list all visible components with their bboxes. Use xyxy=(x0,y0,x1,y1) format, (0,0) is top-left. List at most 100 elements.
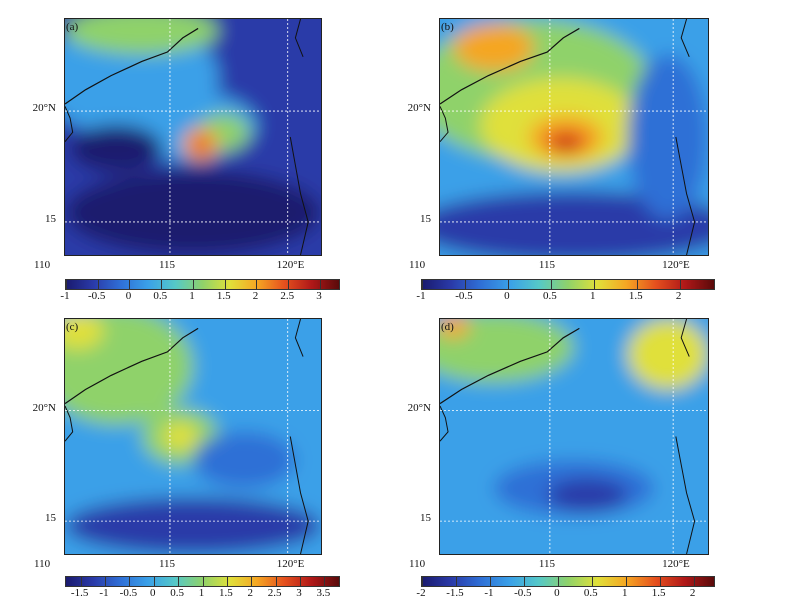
colorbar-tick-mark xyxy=(66,279,67,290)
colorbar-tick-label: 1.5 xyxy=(216,290,231,302)
lat-label: 20°N xyxy=(32,102,56,115)
lat-label: 15 xyxy=(420,212,431,225)
lon-label: 110 xyxy=(34,558,51,570)
colorbar-tick-label: 2 xyxy=(247,587,254,599)
colorbar-tick-mark xyxy=(324,576,326,587)
colorbar-tick-mark xyxy=(693,576,695,587)
colorbar-tick-mark xyxy=(422,279,423,290)
panel-label: (a) xyxy=(66,21,79,33)
lon-label: 115 xyxy=(158,558,176,570)
coastline xyxy=(440,327,580,405)
colorbar-tick-label: -0.5 xyxy=(514,587,532,599)
colorbar-tick-label: 2 xyxy=(675,290,682,302)
coastline xyxy=(65,327,199,405)
lat-label: 20°N xyxy=(407,102,431,115)
lat-label: 15 xyxy=(420,512,431,525)
colorbar-tick-mark xyxy=(489,576,491,587)
lon-label: 120°E xyxy=(662,558,690,570)
colorbar-tick-label: 1 xyxy=(590,290,596,302)
taiwan-coast xyxy=(294,19,304,57)
colorbar-tick-label: 1.5 xyxy=(628,290,643,302)
lon-label: 110 xyxy=(409,259,426,271)
lon-label: 115 xyxy=(538,558,555,570)
lon-label: 115 xyxy=(538,259,555,271)
colorbar-tick-label: 0.5 xyxy=(542,290,557,302)
colorbar-tick-label: 2.5 xyxy=(267,587,282,599)
taiwan-coast xyxy=(294,319,304,357)
field-contour xyxy=(70,125,163,173)
field-contour xyxy=(191,135,210,153)
field-contour xyxy=(65,319,104,350)
colorbar xyxy=(421,279,715,290)
luzon-coast xyxy=(289,136,309,255)
colorbar-tick-mark xyxy=(455,576,457,587)
colorbar-tick-label: -0.5 xyxy=(119,587,138,599)
colorbar-tick-label: 0 xyxy=(125,290,132,302)
colorbar-tick-label: -0.5 xyxy=(455,290,473,302)
hainan-coast xyxy=(440,106,449,143)
colorbar-tick-mark xyxy=(300,576,301,587)
colorbar-tick-mark xyxy=(153,576,155,587)
taiwan-coast xyxy=(680,19,690,57)
panel-label: (d) xyxy=(441,321,454,333)
colorbar-tick-mark xyxy=(275,576,277,587)
lat-label: 15 xyxy=(45,512,56,525)
coastline xyxy=(440,27,580,105)
field-contour xyxy=(65,319,193,425)
colorbar-tick-label: -2 xyxy=(416,587,426,599)
colorbar-tick-label: -1 xyxy=(484,587,494,599)
field-contour xyxy=(440,191,708,255)
colorbar-tick-label: 1 xyxy=(198,587,205,599)
field-contour xyxy=(627,54,708,220)
colorbar-tick-label: 0.5 xyxy=(170,587,184,599)
hainan-coast xyxy=(65,405,74,442)
colorbar-tick-mark xyxy=(557,576,559,587)
field-contour xyxy=(65,19,219,55)
colorbar-tick-label: 2 xyxy=(689,587,696,599)
colorbar-tick-mark xyxy=(97,279,99,290)
colorbar-tick-label: 1.5 xyxy=(219,587,233,599)
panel-label: (b) xyxy=(441,21,454,33)
field-contour xyxy=(627,319,708,390)
colorbar-tick-label: -1 xyxy=(60,290,70,302)
colorbar-tick-mark xyxy=(256,279,258,290)
hainan-coast xyxy=(65,106,74,143)
colorbar-tick-mark xyxy=(178,576,180,587)
panel-label: (c) xyxy=(66,321,79,333)
lon-label: 110 xyxy=(409,558,426,570)
field-map xyxy=(440,19,708,255)
colorbar-tick-mark xyxy=(659,576,661,587)
lat-label: 20°N xyxy=(407,401,431,414)
lat-label: 15 xyxy=(45,212,56,225)
colorbar-tick-label: 1.5 xyxy=(651,587,666,599)
colorbar-tick-mark xyxy=(625,576,627,587)
colorbar-tick-label: 3 xyxy=(316,290,322,302)
colorbar-tick-mark xyxy=(129,576,131,587)
colorbar-tick-label: 3 xyxy=(296,587,302,599)
colorbar-tick-label: 0 xyxy=(150,587,156,599)
colorbar-tick-mark xyxy=(192,279,194,290)
colorbar-tick-mark xyxy=(288,279,290,290)
map-frame xyxy=(64,318,322,555)
colorbar-tick-mark xyxy=(507,279,509,290)
colorbar-tick-label: -1 xyxy=(99,587,109,599)
colorbar-tick-mark xyxy=(422,576,423,587)
colorbar xyxy=(65,576,340,587)
colorbar-tick-label: 2 xyxy=(252,290,259,302)
lon-label: 110 xyxy=(34,259,51,271)
lat-label: 20°N xyxy=(32,401,56,414)
field-contour xyxy=(193,431,296,489)
field-map xyxy=(65,19,321,255)
colorbar-tick-label: -0.5 xyxy=(88,290,106,302)
colorbar-tick-mark xyxy=(679,279,681,290)
colorbar xyxy=(421,576,715,587)
colorbar-tick-mark xyxy=(591,576,593,587)
taiwan-coast xyxy=(680,319,690,357)
field-contour xyxy=(162,422,199,451)
map-frame xyxy=(439,18,709,256)
colorbar-tick-mark xyxy=(161,279,163,290)
colorbar-tick-label: 0.5 xyxy=(583,587,598,599)
colorbar-tick-mark xyxy=(105,576,106,587)
field-contour xyxy=(453,23,534,71)
map-frame xyxy=(439,318,709,555)
